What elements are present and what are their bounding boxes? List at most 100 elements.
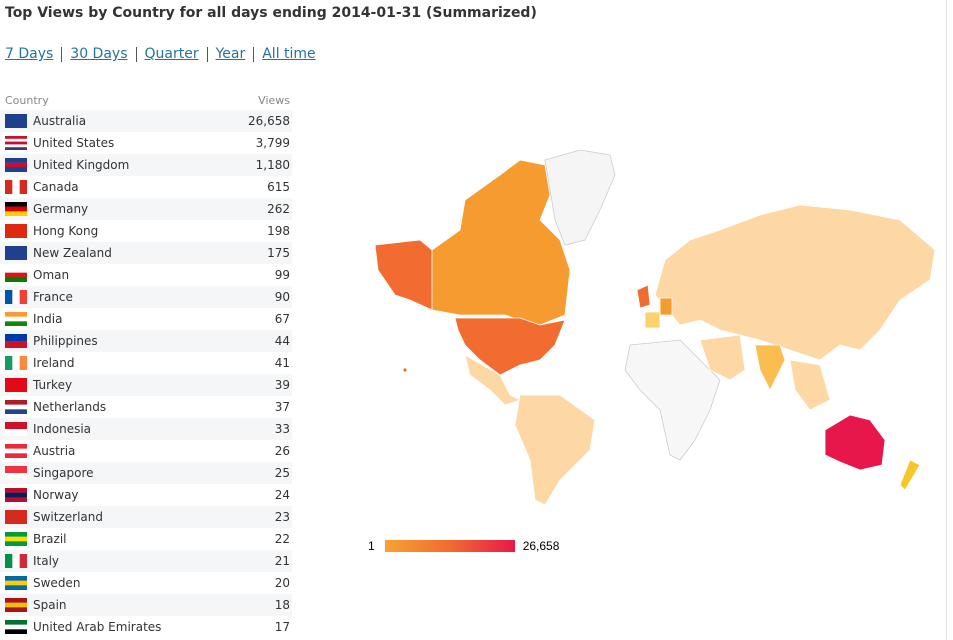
country-name: Italy — [33, 554, 60, 568]
table-row: Ireland 41 — [0, 352, 292, 374]
table-row: Oman 99 — [0, 264, 292, 286]
flag-stripe — [5, 290, 13, 304]
flag-stripe — [5, 576, 27, 581]
flag-stripe — [5, 400, 27, 405]
view-count: 262 — [267, 202, 290, 216]
flag-stripe — [5, 598, 27, 603]
flag-stripe — [5, 453, 27, 458]
map-legend: 1 26,658 — [368, 539, 559, 553]
table-row: India 67 — [0, 308, 292, 330]
period-link[interactable]: Year — [215, 46, 246, 62]
country-name: Philippines — [33, 334, 98, 348]
period-link[interactable]: Quarter — [144, 46, 199, 62]
flag-stripe — [12, 290, 20, 304]
flag-stripe — [5, 473, 27, 480]
view-count: 39 — [274, 378, 290, 392]
flag-icon — [5, 466, 27, 480]
country-name: Netherlands — [33, 400, 107, 414]
flag-stripe — [5, 585, 27, 590]
view-count: 1,180 — [255, 158, 290, 172]
table-row: Norway 24 — [0, 484, 292, 506]
flag-stripe — [5, 404, 27, 410]
flag-icon — [5, 444, 27, 458]
legend-max: 26,658 — [522, 539, 560, 553]
table-row: Turkey 39 — [0, 374, 292, 396]
country-name: New Zealand — [33, 246, 112, 260]
flag-stripe — [5, 602, 27, 608]
flag-stripe — [5, 180, 13, 194]
flag-icon — [5, 158, 27, 172]
flag-stripe — [5, 620, 27, 625]
flag-stripe — [19, 180, 27, 194]
view-count: 26,658 — [248, 114, 290, 128]
period-link[interactable]: All time — [262, 46, 316, 62]
table-row: United States 3,799 — [0, 132, 292, 154]
table-row: United Kingdom 1,180 — [0, 154, 292, 176]
period-link[interactable]: 30 Days — [70, 46, 128, 62]
flag-icon — [5, 620, 27, 634]
flag-stripe — [5, 378, 27, 392]
country-shape — [789, 359, 831, 411]
period-links: 7 Days 30 Days Quarter Year All time — [5, 46, 316, 62]
view-count: 21 — [274, 554, 290, 568]
flag-icon — [5, 356, 27, 370]
country-shape — [374, 239, 433, 311]
country-name: United Arab Emirates — [33, 620, 162, 634]
separator — [61, 46, 63, 62]
view-count: 24 — [274, 488, 290, 502]
flag-stripe — [5, 268, 27, 273]
flag-stripe — [5, 429, 27, 436]
flag-stripe — [5, 114, 27, 128]
separator — [206, 46, 208, 62]
table-row: Germany 262 — [0, 198, 292, 220]
country-shape — [699, 334, 746, 381]
view-count: 18 — [274, 598, 290, 612]
flag-stripe — [5, 422, 27, 430]
flag-icon — [5, 488, 27, 502]
country-name: Oman — [33, 268, 70, 282]
table-row: Canada 615 — [0, 176, 292, 198]
country-name: Spain — [33, 598, 67, 612]
country-name: Hong Kong — [33, 224, 99, 238]
page-title: Top Views by Country for all days ending… — [5, 5, 537, 21]
flag-icon — [5, 532, 27, 546]
country-shape — [754, 344, 786, 391]
column-header: Views — [258, 93, 290, 107]
country-name: United States — [33, 136, 115, 150]
flag-stripe — [5, 409, 27, 414]
country-table: Country Views Australia 26,658 United Stat… — [0, 90, 292, 638]
flag-stripe — [5, 246, 27, 260]
view-count: 615 — [267, 180, 290, 194]
view-count: 23 — [274, 510, 290, 524]
country-shape — [636, 284, 651, 309]
country-name: Brazil — [33, 532, 67, 546]
flag-stripe — [5, 211, 27, 216]
flag-stripe — [5, 356, 13, 370]
separator — [253, 46, 255, 62]
country-name: United Kingdom — [33, 158, 130, 172]
flag-icon — [5, 334, 27, 348]
flag-stripe — [5, 144, 27, 148]
flag-stripe — [5, 444, 27, 449]
separator — [135, 46, 137, 62]
flag-stripe — [12, 554, 20, 568]
flag-stripe — [5, 466, 27, 474]
legend-gradient — [384, 540, 515, 552]
flag-icon — [5, 576, 27, 590]
view-count: 41 — [274, 356, 290, 370]
flag-stripe — [12, 180, 20, 194]
view-count: 20 — [274, 576, 290, 590]
flag-stripe — [19, 290, 27, 304]
country-name: Germany — [33, 202, 89, 216]
country-name: Austria — [33, 444, 76, 458]
flag-stripe — [5, 224, 27, 238]
flag-stripe — [5, 536, 27, 542]
flag-icon — [5, 114, 27, 128]
period-link[interactable]: 7 Days — [5, 46, 54, 62]
table-row: Italy 21 — [0, 550, 292, 572]
flag-icon — [5, 422, 27, 436]
view-count: 90 — [274, 290, 290, 304]
table-row: Austria 26 — [0, 440, 292, 462]
flag-stripe — [5, 272, 27, 278]
